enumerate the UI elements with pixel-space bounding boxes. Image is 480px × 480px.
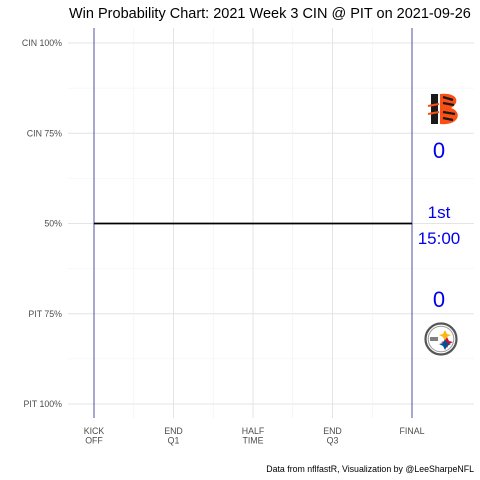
chart-title: Win Probability Chart: 2021 Week 3 CIN @… — [69, 6, 471, 22]
home-team-score: 0 — [433, 287, 445, 312]
x-tick-label: KICK OFF — [84, 426, 105, 446]
chart-caption: Data from nflfastR, Visualization by @Le… — [266, 464, 474, 474]
x-tick-label: END Q1 — [164, 426, 183, 446]
y-tick-label: PIT 100% — [24, 399, 63, 409]
y-tick-label: 50% — [44, 219, 62, 229]
bengals-logo — [427, 93, 458, 125]
y-tick-label: CIN 75% — [27, 128, 62, 138]
x-axis-ticks: KICK OFF END Q1 HALF TIME END Q3 FINAL — [84, 426, 425, 446]
x-tick-label: END Q3 — [323, 426, 342, 446]
y-tick-label: CIN 100% — [22, 38, 62, 48]
away-team-score: 0 — [433, 138, 445, 163]
y-axis-ticks: CIN 100% CIN 75% 50% PIT 75% PIT 100% — [22, 38, 62, 409]
x-tick-label: FINAL — [400, 426, 425, 436]
steelers-logo — [424, 322, 458, 356]
game-clock: 15:00 — [418, 229, 461, 248]
y-tick-label: PIT 75% — [28, 309, 62, 319]
x-tick-label: HALF TIME — [242, 426, 265, 446]
game-quarter: 1st — [428, 203, 451, 222]
